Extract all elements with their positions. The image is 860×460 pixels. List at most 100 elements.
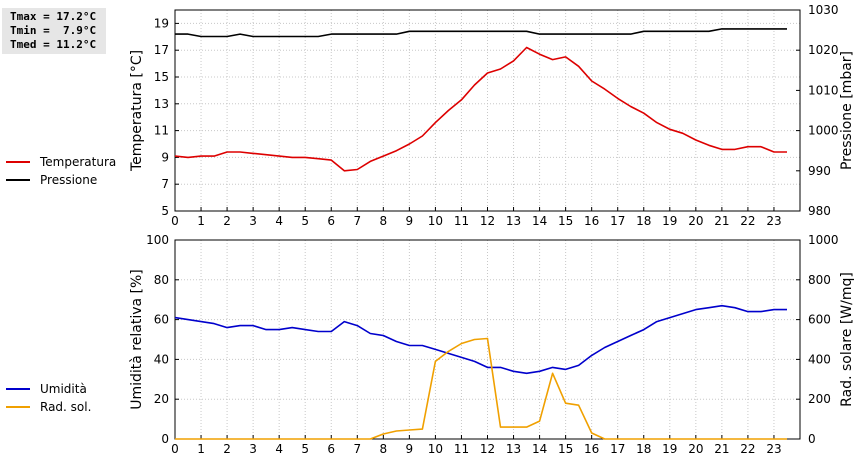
x-tick-label: 21 xyxy=(714,442,729,456)
x-tick-label: 22 xyxy=(740,442,755,456)
x-tick-label: 8 xyxy=(380,214,388,228)
x-tick-label: 5 xyxy=(301,442,309,456)
y-right-tick-label: 1000 xyxy=(808,124,839,138)
x-tick-label: 7 xyxy=(353,214,361,228)
x-tick-label: 0 xyxy=(171,442,179,456)
chart-1: 0 1 2 3 4 5 6 7 8 9 10 11 12 13 14 15 16 17 18 19 20 21 22 2357… xyxy=(129,3,855,228)
x-tick-label: 5 xyxy=(301,214,309,228)
x-tick-label: 3 xyxy=(249,214,257,228)
y-right-axis-title: Pressione [mbar] xyxy=(839,51,855,170)
y-right-tick-label: 980 xyxy=(808,204,831,218)
x-tick-label: 19 xyxy=(662,442,677,456)
x-tick-label: 6 xyxy=(327,214,335,228)
y-left-tick-label: 60 xyxy=(154,313,169,327)
y-right-axis-title: Rad. solare [W/mq] xyxy=(839,272,855,407)
x-tick-label: 20 xyxy=(688,442,703,456)
series-line-umidit xyxy=(174,304,787,375)
x-tick-label: 19 xyxy=(662,214,677,228)
x-tick-label: 12 xyxy=(480,214,495,228)
x-tick-label: 8 xyxy=(380,442,388,456)
stats-box: Tmax = 17.2°C Tmin = 7.9°C Tmed = 11.2°C xyxy=(2,8,106,54)
x-tick-label: 17 xyxy=(610,214,625,228)
x-tick-label: 16 xyxy=(584,442,599,456)
x-tick-label: 2 xyxy=(223,442,231,456)
x-tick-label: 14 xyxy=(532,442,547,456)
x-tick-label: 11 xyxy=(454,442,469,456)
x-tick-label: 13 xyxy=(506,442,521,456)
x-tick-label: 4 xyxy=(275,214,283,228)
legend-label-temperatura: Temperatura xyxy=(40,155,117,169)
x-tick-label: 1 xyxy=(197,214,205,228)
y-right-tick-label: 400 xyxy=(808,352,831,366)
legend-label-umidita: Umidità xyxy=(40,382,87,396)
x-tick-label: 15 xyxy=(558,214,573,228)
x-tick-label: 9 xyxy=(406,214,414,228)
y-left-tick-label: 19 xyxy=(154,16,169,30)
x-tick-label: 23 xyxy=(766,214,781,228)
y-left-tick-label: 20 xyxy=(154,392,169,406)
x-tick-label: 7 xyxy=(353,442,361,456)
x-tick-label: 22 xyxy=(740,214,755,228)
y-right-tick-label: 600 xyxy=(808,313,831,327)
y-left-tick-label: 7 xyxy=(161,177,169,191)
y-left-axis-title: Umidità relativa [%] xyxy=(129,269,145,410)
y-right-tick-label: 1020 xyxy=(808,43,839,57)
series-line-temperatura xyxy=(174,46,787,172)
stats-tmax: Tmax = 17.2°C xyxy=(10,10,97,23)
legend-item-temperatura: Temperatura xyxy=(6,153,116,171)
legend-item-umidita: Umidità xyxy=(6,380,91,398)
stats-tmin: Tmin = 7.9°C xyxy=(10,24,97,37)
y-right-tick-label: 200 xyxy=(808,392,831,406)
x-tick-label: 3 xyxy=(249,442,257,456)
legend-swatch-pressione xyxy=(6,179,30,181)
y-left-tick-label: 17 xyxy=(154,43,169,57)
x-tick-label: 20 xyxy=(688,214,703,228)
stats-tmed: Tmed = 11.2°C xyxy=(10,38,97,51)
x-tick-label: 21 xyxy=(714,214,729,228)
x-tick-label: 18 xyxy=(636,442,651,456)
y-left-tick-label: 100 xyxy=(146,233,169,247)
series-line-pressione xyxy=(175,28,787,38)
y-left-tick-label: 40 xyxy=(154,352,169,366)
x-tick-label: 15 xyxy=(558,442,573,456)
x-tick-label: 10 xyxy=(428,214,443,228)
y-left-axis-title: Temperatura [°C] xyxy=(129,50,145,172)
x-tick-label: 14 xyxy=(532,214,547,228)
y-right-tick-label: 990 xyxy=(808,164,831,178)
x-tick-label: 16 xyxy=(584,214,599,228)
y-left-tick-label: 0 xyxy=(161,432,169,446)
y-right-tick-label: 1010 xyxy=(808,83,839,97)
x-tick-label: 9 xyxy=(406,442,414,456)
legend-label-pressione: Pressione xyxy=(40,173,98,187)
y-left-tick-label: 13 xyxy=(154,97,169,111)
x-tick-label: 0 xyxy=(171,214,179,228)
legend-swatch-temperatura xyxy=(6,161,30,163)
y-left-tick-label: 5 xyxy=(161,204,169,218)
x-tick-label: 17 xyxy=(610,442,625,456)
y-left-tick-label: 15 xyxy=(154,70,169,84)
legend-swatch-umidita xyxy=(6,388,30,390)
y-right-tick-label: 0 xyxy=(808,432,816,446)
x-tick-label: 2 xyxy=(223,214,231,228)
x-tick-label: 1 xyxy=(197,442,205,456)
legend-item-radsol: Rad. sol. xyxy=(6,398,91,416)
x-tick-label: 10 xyxy=(428,442,443,456)
x-tick-label: 12 xyxy=(480,442,495,456)
x-tick-label: 11 xyxy=(454,214,469,228)
chart-2: 0 1 2 3 4 5 6 7 8 9 10 11 12 13 14 15 16 17 18 19 20 21 22 2302… xyxy=(129,233,855,456)
legend-swatch-radsol xyxy=(6,406,30,408)
y-right-tick-label: 1030 xyxy=(808,3,839,17)
x-tick-label: 23 xyxy=(766,442,781,456)
y-left-tick-label: 9 xyxy=(161,150,169,164)
legend-bottom-items: Umidità Rad. sol. xyxy=(6,380,91,416)
x-tick-label: 4 xyxy=(275,442,283,456)
x-tick-label: 6 xyxy=(327,442,335,456)
legend-top: Temperatura Pressione xyxy=(6,153,116,189)
x-tick-label: 18 xyxy=(636,214,651,228)
y-left-tick-label: 11 xyxy=(154,124,169,138)
legend-item-pressione: Pressione xyxy=(6,171,116,189)
x-tick-label: 13 xyxy=(506,214,521,228)
y-left-tick-label: 80 xyxy=(154,273,169,287)
y-right-tick-label: 1000 xyxy=(808,233,839,247)
